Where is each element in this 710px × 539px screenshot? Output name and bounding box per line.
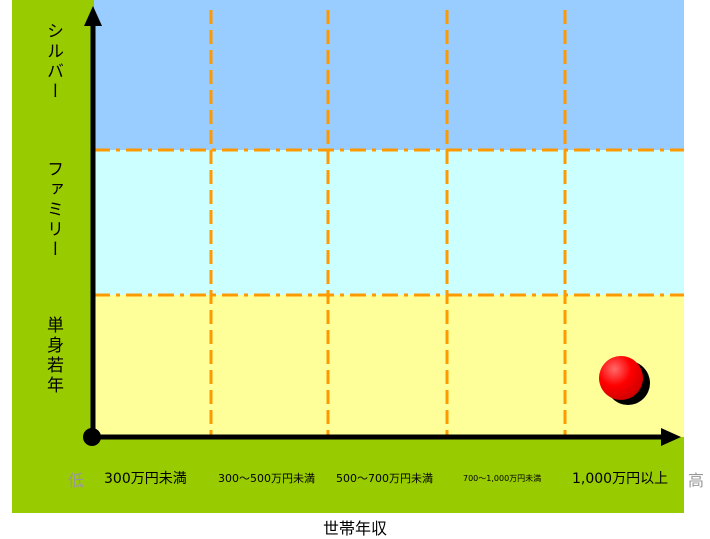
x-category-2: 300～500万円未満 xyxy=(218,472,315,485)
y-axis-arrow xyxy=(84,6,102,26)
band-family xyxy=(94,150,684,295)
x-category-5: 1,000万円以上 xyxy=(572,471,669,487)
band-silver xyxy=(94,0,684,150)
y-label-single: 単身若年 xyxy=(43,316,63,396)
y-label-family: ファミリー xyxy=(43,160,63,260)
x-low-label: 低 xyxy=(68,471,85,490)
origin-dot xyxy=(83,428,101,446)
x-category-4: 700～1,000万円未満 xyxy=(463,474,542,483)
x-high-label: 高 xyxy=(688,471,705,490)
x-category-1: 300万円未満 xyxy=(104,471,187,487)
marker-dot xyxy=(599,356,643,400)
band-single xyxy=(94,295,684,437)
x-category-3: 500～700万円未満 xyxy=(336,472,433,485)
x-axis-arrow xyxy=(661,428,681,446)
y-label-silver: シルバー xyxy=(43,22,63,102)
x-axis-title: 世帯年収 xyxy=(322,519,387,538)
